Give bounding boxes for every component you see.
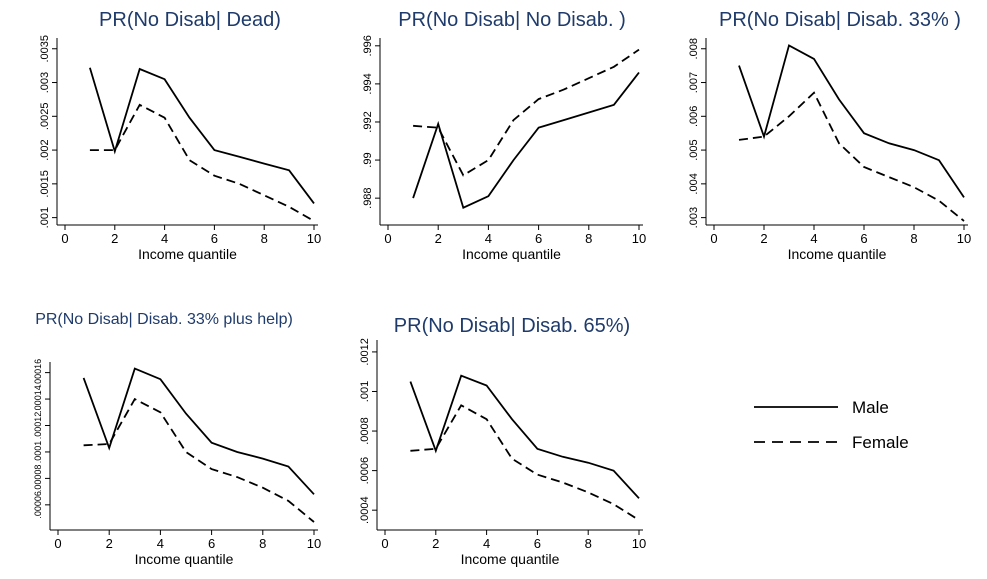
y-tick-label: .007 xyxy=(688,72,700,93)
panel-title: PR(No Disab| Dead) xyxy=(99,9,281,31)
x-tick-label: 6 xyxy=(211,231,218,246)
x-tick-label: 6 xyxy=(534,536,541,551)
x-tick-label: 8 xyxy=(910,231,917,246)
series-line-male xyxy=(409,374,640,499)
x-tick-label: 0 xyxy=(381,536,388,551)
y-tick-label: .001 xyxy=(39,207,51,228)
x-tick-label: 10 xyxy=(632,231,646,246)
series-line-male xyxy=(738,44,965,198)
panel-title: PR(No Disab| Disab. 33% plus help) xyxy=(35,311,293,328)
x-tick-label: 8 xyxy=(259,536,266,551)
y-tick-label: .0025 xyxy=(39,103,51,131)
series-line-male xyxy=(89,67,315,204)
x-tick-label: 0 xyxy=(710,231,717,246)
x-tick-label: 4 xyxy=(485,231,492,246)
x-tick-label: 2 xyxy=(106,536,113,551)
y-tick-label: .003 xyxy=(688,207,700,228)
panel-title: PR(No Disab| No Disab. ) xyxy=(398,9,625,31)
panel-title: PR(No Disab| Disab. 65%) xyxy=(394,315,630,337)
y-tick-label: .006 xyxy=(688,106,700,127)
x-tick-label: 2 xyxy=(111,231,118,246)
y-tick-label: .0035 xyxy=(39,35,51,63)
chart-panels: PR(No Disab| Dead) 0 2 4 6 8 10 Income quantile… xyxy=(33,9,971,567)
y-tick-label: .0008 xyxy=(359,417,371,445)
legend-label-male: Male xyxy=(852,398,889,417)
y-tick-label: .00016 xyxy=(33,359,43,387)
x-tick-label: 0 xyxy=(54,536,61,551)
y-tick-label: .994 xyxy=(362,73,374,94)
y-tick-label: .00012 xyxy=(33,412,43,440)
y-tick-label: .004 xyxy=(688,173,700,194)
x-tick-label: 6 xyxy=(208,536,215,551)
legend-label-female: Female xyxy=(852,433,909,452)
x-tick-label: 8 xyxy=(261,231,268,246)
x-axis-label: Income quantile xyxy=(462,246,561,262)
y-tick-label: .005 xyxy=(688,139,700,160)
legend: Male Female xyxy=(754,398,909,452)
x-tick-label: 2 xyxy=(435,231,442,246)
panel-2: PR(No Disab| No Disab. ) 0 2 4 6 8 10 Income qu… xyxy=(362,9,646,262)
series-line-male xyxy=(82,367,315,495)
y-tick-label: .00014 xyxy=(33,385,43,413)
series-line-female xyxy=(410,404,640,521)
x-tick-label: 4 xyxy=(157,536,164,551)
y-tick-label: .0001 xyxy=(33,441,43,464)
x-axis-label: Income quantile xyxy=(135,551,234,567)
y-tick-label: .988 xyxy=(362,187,374,208)
series-line-male xyxy=(412,71,640,209)
x-tick-label: 4 xyxy=(483,536,490,551)
panel-4: PR(No Disab| Disab. 33% plus help) 0 2 4 6 8 1… xyxy=(33,311,321,567)
y-tick-label: .003 xyxy=(39,72,51,93)
series-line-female xyxy=(83,397,315,523)
panel-1: PR(No Disab| Dead) 0 2 4 6 8 10 Income quantile… xyxy=(39,9,321,262)
y-tick-label: .0012 xyxy=(359,338,371,366)
x-tick-label: 8 xyxy=(585,536,592,551)
panel-title: PR(No Disab| Disab. 33% ) xyxy=(719,9,961,31)
x-tick-label: 6 xyxy=(535,231,542,246)
x-tick-label: 0 xyxy=(384,231,391,246)
x-tick-label: 10 xyxy=(307,536,321,551)
x-axis-label: Income quantile xyxy=(788,246,887,262)
series-line-female xyxy=(89,103,315,222)
y-tick-label: .008 xyxy=(688,38,700,59)
panel-3: PR(No Disab| Disab. 33% ) 0 2 4 6 8 10 Income q… xyxy=(688,9,971,262)
x-tick-label: 2 xyxy=(760,231,767,246)
panel-5: PR(No Disab| Disab. 65%) 0 2 4 6 8 10 Income qu… xyxy=(359,315,646,567)
x-tick-label: 0 xyxy=(61,231,68,246)
x-tick-label: 10 xyxy=(957,231,971,246)
x-tick-label: 4 xyxy=(161,231,168,246)
x-axis-label: Income quantile xyxy=(461,551,560,567)
y-tick-label: .002 xyxy=(39,139,51,160)
y-tick-label: .996 xyxy=(362,35,374,56)
x-axis-label: Income quantile xyxy=(138,246,237,262)
x-tick-label: 6 xyxy=(860,231,867,246)
x-tick-label: 10 xyxy=(307,231,321,246)
x-tick-label: 10 xyxy=(632,536,646,551)
y-tick-label: .0004 xyxy=(359,496,371,524)
y-tick-label: .992 xyxy=(362,111,374,132)
y-tick-label: .0015 xyxy=(39,170,51,198)
y-tick-label: .001 xyxy=(359,381,371,402)
y-tick-label: .99 xyxy=(362,152,374,167)
y-tick-label: .00008 xyxy=(33,465,43,493)
x-tick-label: 2 xyxy=(432,536,439,551)
x-tick-label: 8 xyxy=(585,231,592,246)
y-tick-label: .0006 xyxy=(359,457,371,485)
x-tick-label: 4 xyxy=(810,231,817,246)
series-line-female xyxy=(413,48,640,177)
y-tick-label: .00006 xyxy=(33,491,43,519)
